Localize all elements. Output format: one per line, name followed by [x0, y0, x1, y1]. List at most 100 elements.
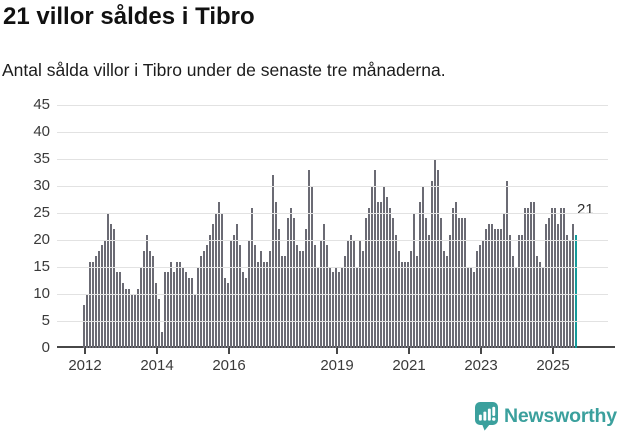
bar — [419, 202, 422, 348]
bar — [92, 261, 95, 348]
bar — [83, 304, 86, 348]
x-axis-tickmark-2023 — [480, 348, 482, 354]
bar — [464, 218, 467, 348]
bar — [443, 250, 446, 348]
bar — [224, 277, 227, 348]
y-axis-tick-label: 0 — [41, 339, 50, 356]
x-axis-tick-label: 2025 — [536, 357, 570, 374]
y-axis-tick-label: 20 — [33, 231, 50, 248]
bar — [221, 213, 224, 348]
bar — [149, 250, 152, 348]
bar — [245, 277, 248, 348]
bar — [449, 234, 452, 348]
bar — [476, 250, 479, 348]
bar — [191, 277, 194, 348]
bar — [260, 250, 263, 348]
bar — [461, 218, 464, 348]
bar — [572, 223, 575, 348]
bar — [269, 250, 272, 348]
bar — [413, 213, 416, 348]
bar — [215, 213, 218, 348]
bar — [197, 267, 200, 348]
gridline-y-25 — [57, 213, 608, 214]
chart: 21 0 5 10 15 20 25 30 35 40 45 2012 2014 2016 2019 202… — [33, 96, 615, 374]
bar — [278, 229, 281, 348]
bar — [233, 234, 236, 348]
bar — [299, 250, 302, 348]
bar — [281, 256, 284, 348]
bar — [266, 261, 269, 348]
bar — [239, 245, 242, 348]
bar — [533, 202, 536, 348]
y-axis-tick-label: 5 — [41, 312, 50, 329]
bar — [203, 250, 206, 348]
bar — [470, 267, 473, 348]
bar — [362, 250, 365, 348]
bar — [209, 234, 212, 348]
y-axis-tick-label: 35 — [33, 150, 50, 167]
bar — [137, 288, 140, 348]
bar — [179, 261, 182, 348]
bar — [284, 256, 287, 348]
bar — [326, 245, 329, 348]
bar — [323, 223, 326, 348]
bar — [539, 261, 542, 348]
bar — [119, 272, 122, 348]
bar — [140, 267, 143, 348]
bar — [200, 256, 203, 348]
y-axis-tick-label: 10 — [33, 285, 50, 302]
bar — [188, 277, 191, 348]
bar — [314, 245, 317, 348]
newsworthy-brand-link[interactable]: Newsworthy — [475, 400, 617, 432]
bar — [335, 267, 338, 348]
bar — [554, 207, 557, 348]
bar — [155, 283, 158, 348]
bar — [143, 250, 146, 348]
bar — [506, 180, 509, 348]
bar — [545, 223, 548, 348]
gridline-y-15 — [57, 267, 608, 268]
bar — [113, 229, 116, 348]
bar — [206, 245, 209, 348]
bar — [344, 256, 347, 348]
bar — [302, 250, 305, 348]
bar — [218, 202, 221, 348]
bar — [146, 234, 149, 348]
bar — [497, 229, 500, 348]
bar — [473, 272, 476, 348]
bar — [257, 261, 260, 348]
bar — [341, 267, 344, 348]
bar — [389, 207, 392, 348]
bar — [290, 207, 293, 348]
bar — [467, 267, 470, 348]
bar — [548, 218, 551, 348]
bar — [377, 202, 380, 348]
bar — [386, 196, 389, 348]
y-axis-tick-label: 45 — [33, 96, 50, 113]
bar — [518, 234, 521, 348]
bar — [152, 256, 155, 348]
bar — [254, 245, 257, 348]
bar — [227, 283, 230, 348]
bar — [116, 272, 119, 348]
bar — [158, 299, 161, 348]
x-axis-tickmark-2019 — [336, 348, 338, 354]
y-axis-tick-label: 15 — [33, 258, 50, 275]
bar — [446, 256, 449, 348]
bar — [392, 218, 395, 348]
gridline-y-30 — [57, 186, 608, 187]
newsworthy-brand-label: Newsworthy — [504, 404, 617, 427]
bar — [557, 223, 560, 348]
bar — [428, 234, 431, 348]
bar — [527, 207, 530, 348]
bar — [440, 218, 443, 348]
bar — [563, 207, 566, 348]
gridline-y-40 — [57, 132, 608, 133]
bar — [425, 218, 428, 348]
bar — [551, 207, 554, 348]
bar — [509, 234, 512, 348]
bar — [98, 250, 101, 348]
bar — [494, 229, 497, 348]
bar — [356, 267, 359, 348]
